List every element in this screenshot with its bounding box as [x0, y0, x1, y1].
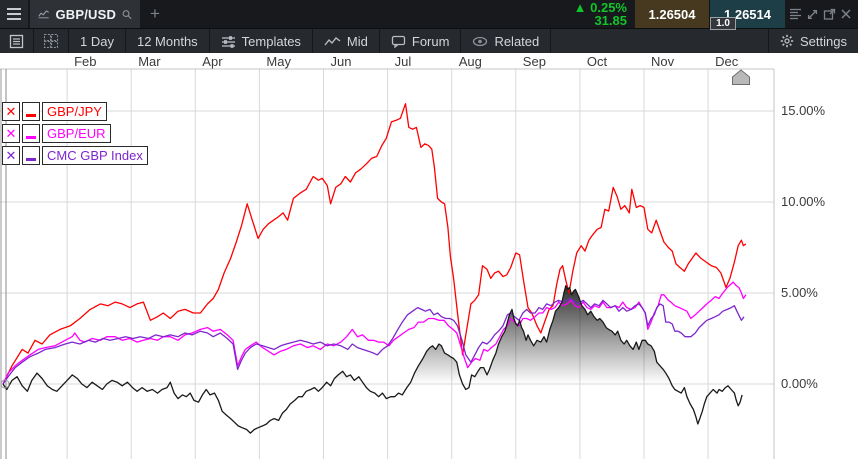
eye-icon [473, 36, 488, 46]
month-label-oct: Oct [586, 54, 608, 69]
series-start-marker [0, 379, 10, 389]
related-button[interactable]: Related [461, 29, 552, 53]
y-tick-label: 5.00% [781, 285, 818, 300]
month-label-feb: Feb [74, 54, 97, 69]
change-percent: ▲ 0.25% [573, 0, 627, 15]
forum-button[interactable]: Forum [380, 29, 462, 53]
minimize-icon [26, 113, 36, 117]
templates-button[interactable]: Templates [210, 29, 313, 53]
up-triangle-icon: ▲ [573, 0, 587, 15]
title-bar: GBP/USD + ▲ 0.25% 31.85 1.26504 1.26514 … [0, 0, 858, 30]
legend-series-label[interactable]: GBP/JPY [42, 102, 107, 121]
menu-button[interactable] [0, 0, 28, 28]
range-button[interactable]: 12 Months [126, 29, 210, 53]
month-label-aug: Aug [458, 54, 482, 69]
expand-icon[interactable] [806, 8, 819, 21]
hamburger-icon [7, 8, 21, 10]
gear-icon [780, 34, 794, 48]
gbp-jpy-line[interactable] [2, 103, 747, 385]
price-change-block: ▲ 0.25% 31.85 [574, 0, 635, 28]
month-label-dec: Dec [715, 54, 739, 69]
grid-layout-icon [43, 33, 59, 49]
legend-row: ✕ GBP/JPY [2, 102, 148, 121]
month-label-nov: Nov [651, 54, 675, 69]
minimize-icon [26, 135, 36, 139]
cmc-gbp-index-line[interactable] [2, 297, 745, 385]
speech-bubble-icon [391, 35, 406, 48]
layout-button[interactable] [34, 29, 69, 53]
close-icon[interactable] [840, 8, 852, 20]
legend-minimize-button[interactable] [22, 146, 40, 165]
y-tick-label: 0.00% [781, 376, 818, 391]
legend-minimize-button[interactable] [22, 102, 40, 121]
market-depth-icon[interactable] [789, 7, 802, 21]
month-label-mar: Mar [138, 54, 161, 69]
minimize-icon [26, 157, 36, 161]
gbpusd-area-fill [3, 285, 743, 434]
sell-price-button[interactable]: 1.26504 [635, 0, 710, 28]
instrument-name: GBP/USD [55, 6, 117, 22]
instrument-tab[interactable]: GBP/USD [30, 0, 140, 28]
sliders-icon [221, 35, 235, 48]
legend-row: ✕ CMC GBP Index [2, 146, 148, 165]
change-points: 31.85 [594, 13, 627, 28]
chart-panel: Feb Mar Apr May Jun Jul Aug Sep Oct Nov Dec 15.00%… [0, 53, 858, 459]
settings-button[interactable]: Settings [768, 29, 858, 53]
price-type-button[interactable]: Mid [313, 29, 380, 53]
list-icon [9, 34, 24, 48]
titlebar-spacer [170, 0, 574, 28]
gbp-usd-line[interactable] [2, 285, 743, 434]
month-label-jun: Jun [330, 54, 352, 69]
window-controls [785, 0, 858, 28]
spread-badge: 1.0 [710, 17, 736, 30]
watchlist-button[interactable] [0, 29, 34, 53]
legend-remove-button[interactable]: ✕ [2, 146, 20, 165]
timeframe-button[interactable]: 1 Day [69, 29, 126, 53]
y-tick-label: 15.00% [781, 103, 826, 118]
legend-remove-button[interactable]: ✕ [2, 102, 20, 121]
month-label-sep: Sep [522, 54, 546, 69]
month-label-may: May [266, 54, 291, 69]
legend-row: ✕ GBP/EUR [2, 124, 148, 143]
popout-icon[interactable] [823, 8, 836, 21]
add-tab-button[interactable]: + [140, 0, 170, 28]
legend-series-label[interactable]: GBP/EUR [42, 124, 111, 143]
line-chart-icon [38, 10, 49, 19]
legend-minimize-button[interactable] [22, 124, 40, 143]
chart-canvas[interactable] [0, 53, 858, 459]
month-label-jul: Jul [394, 54, 412, 69]
chart-legend: ✕ GBP/JPY ✕ GBP/EUR ✕ CMC GBP Index [2, 102, 148, 165]
legend-series-label[interactable]: CMC GBP Index [42, 146, 148, 165]
month-label-apr: Apr [202, 54, 223, 69]
y-tick-label: 10.00% [781, 194, 826, 209]
zigzag-line-icon [324, 36, 341, 45]
legend-remove-button[interactable]: ✕ [2, 124, 20, 143]
scroll-marker-icon[interactable] [732, 69, 750, 85]
search-icon[interactable] [122, 8, 132, 21]
chart-toolbar: 1 Day 12 Months Templates Mid [0, 28, 858, 53]
toolbar-spacer [551, 29, 768, 53]
